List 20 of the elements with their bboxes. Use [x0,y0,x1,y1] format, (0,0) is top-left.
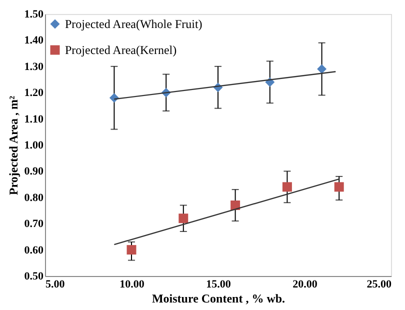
x-axis-title: Moisture Content , % wb. [152,292,286,306]
legend-label: Projected Area(Kernel) [65,43,177,57]
x-tick-label: 10.00 [120,278,145,290]
y-tick-label: 0.70 [24,218,44,230]
y-tick-label: 0.90 [24,166,44,178]
x-tick-label: 5.00 [46,278,66,290]
y-tick-label: 1.20 [24,87,44,100]
y-tick-label: 0.80 [24,192,44,204]
y-tick-label: 1.50 [24,8,44,20]
y-tick-label: 1.30 [24,60,44,73]
legend-label: Projected Area(Whole Fruit) [65,17,202,31]
x-tick-label: 15.00 [206,278,232,290]
y-tick-label: 1.00 [24,140,44,152]
y-tick-label: 0.50 [24,270,44,282]
y-tick-label: 1.10 [24,113,44,126]
x-tick-label: 20.00 [292,278,318,290]
x-tick-label: 25.00 [366,278,392,290]
y-tick-label: 0.60 [24,244,44,256]
y-tick-label: 1.40 [24,34,44,47]
y-axis-title: Projected Area , m² [6,96,20,196]
